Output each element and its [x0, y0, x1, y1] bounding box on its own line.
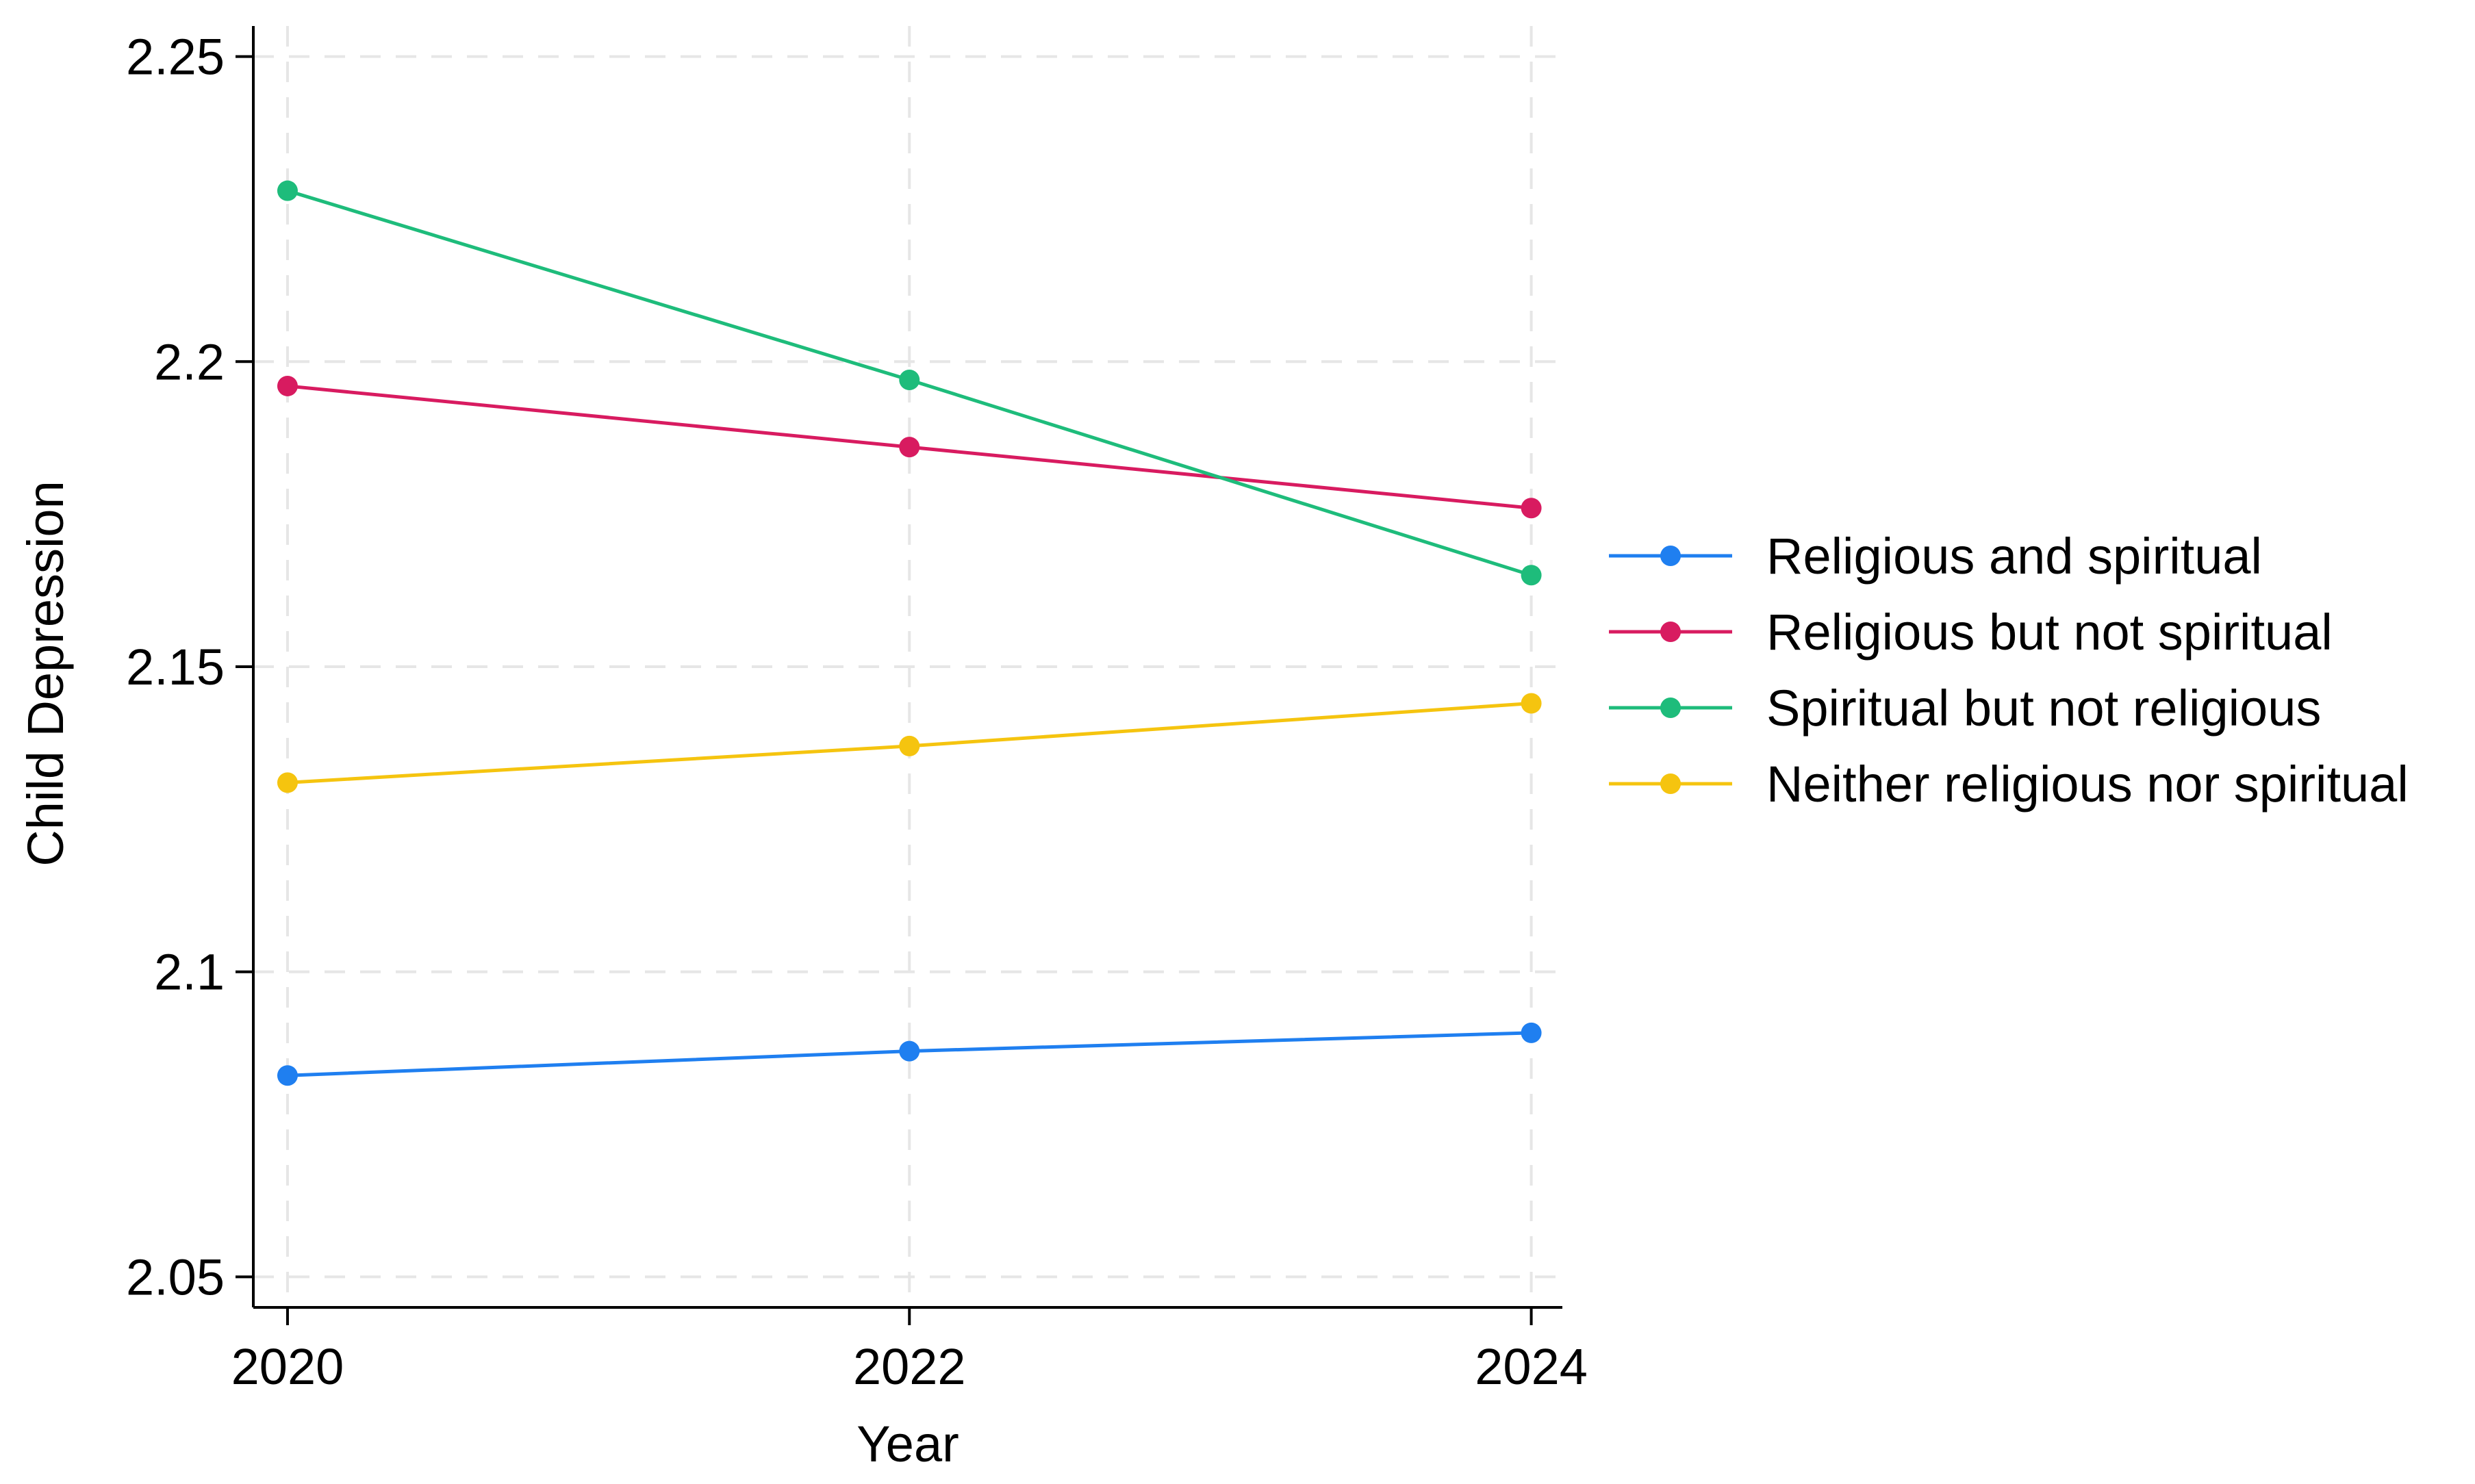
y-axis-title: Child Depression [17, 481, 74, 867]
x-axis-title: Year [856, 1416, 959, 1472]
data-point [277, 1065, 298, 1086]
data-point [899, 437, 920, 458]
legend-label: Neither religious nor spiritual [1766, 756, 2409, 813]
y-tick-label: 2.2 [154, 333, 225, 390]
series-lines [277, 180, 1542, 1086]
series-religious-and-spiritual [277, 1022, 1542, 1086]
grid-lines [253, 26, 1562, 1307]
legend: Religious and spiritual Religious but not… [1609, 528, 2409, 813]
data-point [899, 370, 920, 391]
data-point [1521, 1022, 1542, 1043]
legend-label: Spiritual but not religious [1766, 680, 2321, 737]
x-axis-ticks: 2020 2022 2024 [231, 1307, 1588, 1395]
data-point [1521, 693, 1542, 714]
legend-swatch-marker [1660, 773, 1681, 794]
data-point [277, 772, 298, 793]
series-spiritual-but-not-religious [277, 180, 1542, 586]
data-point [277, 180, 298, 201]
y-tick-label: 2.05 [126, 1249, 225, 1305]
data-point [1521, 565, 1542, 586]
data-point [899, 1040, 920, 1062]
y-axis-ticks: 2.05 2.1 2.15 2.2 2.25 [126, 29, 253, 1305]
x-tick-label: 2024 [1475, 1338, 1588, 1395]
series-neither-religious-nor-spiritual [277, 693, 1542, 793]
legend-swatch-marker [1660, 698, 1681, 718]
x-tick-label: 2020 [231, 1338, 344, 1395]
legend-item: Religious but not spiritual [1609, 604, 2333, 661]
legend-label: Religious and spiritual [1766, 528, 2262, 585]
data-point [899, 735, 920, 756]
y-tick-label: 2.1 [154, 944, 225, 1001]
legend-item: Religious and spiritual [1609, 528, 2262, 585]
series-religious-but-not-spiritual [277, 375, 1542, 519]
legend-label: Religious but not spiritual [1766, 604, 2333, 661]
data-point [277, 375, 298, 396]
legend-item: Spiritual but not religious [1609, 680, 2321, 737]
legend-item: Neither religious nor spiritual [1609, 756, 2409, 813]
legend-swatch-marker [1660, 622, 1681, 642]
data-point [1521, 498, 1542, 519]
legend-swatch-marker [1660, 546, 1681, 566]
y-tick-label: 2.25 [126, 29, 225, 86]
y-tick-label: 2.15 [126, 639, 225, 695]
x-tick-label: 2022 [853, 1338, 966, 1395]
